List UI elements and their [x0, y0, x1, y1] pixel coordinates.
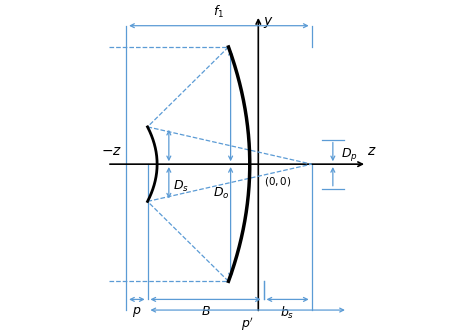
Text: $(0,0)$: $(0,0)$	[264, 175, 292, 188]
Text: $p'$: $p'$	[241, 316, 254, 333]
Text: $D_s$: $D_s$	[173, 179, 189, 194]
Text: $-z$: $-z$	[101, 144, 122, 158]
Text: $B$: $B$	[201, 305, 210, 318]
Text: $D_p$: $D_p$	[341, 146, 358, 163]
Text: $p$: $p$	[132, 305, 142, 319]
Text: $y$: $y$	[263, 15, 273, 30]
Text: $f_1$: $f_1$	[213, 4, 225, 20]
Text: $z$: $z$	[367, 144, 376, 158]
Text: $D_o$: $D_o$	[213, 185, 229, 201]
Text: $b_s$: $b_s$	[281, 305, 295, 321]
